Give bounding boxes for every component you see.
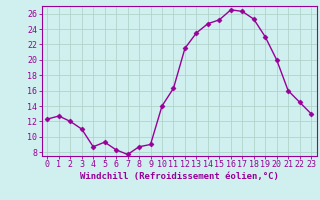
X-axis label: Windchill (Refroidissement éolien,°C): Windchill (Refroidissement éolien,°C) <box>80 172 279 181</box>
